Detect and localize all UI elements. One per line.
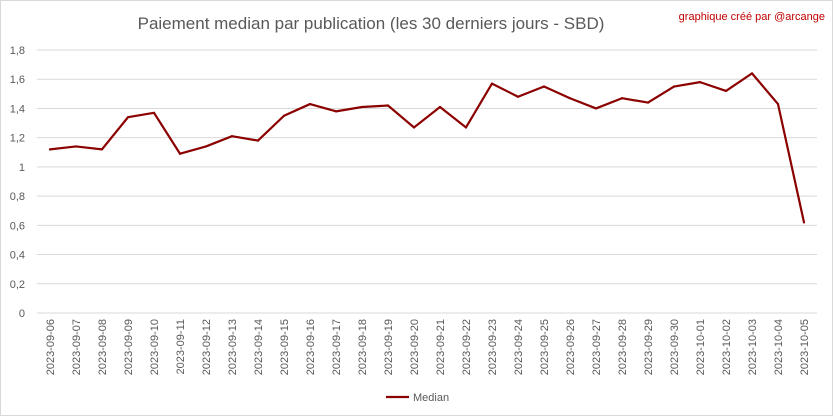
x-tick-label: 2023-09-25 — [539, 319, 551, 375]
x-tick-label: 2023-09-20 — [409, 319, 421, 375]
x-tick-label: 2023-09-08 — [97, 319, 109, 375]
data-point — [750, 72, 754, 75]
x-tick-label: 2023-09-14 — [253, 319, 265, 375]
x-tick-label: 2023-09-13 — [227, 319, 239, 375]
x-tick-label: 2023-09-21 — [435, 319, 447, 375]
data-point — [724, 89, 728, 93]
x-tick-label: 2023-10-02 — [721, 319, 733, 375]
data-point — [178, 152, 182, 155]
data-point — [490, 82, 494, 85]
data-point — [334, 110, 338, 113]
x-tick-label: 2023-09-17 — [331, 319, 343, 375]
x-tick-label: 2023-09-07 — [71, 319, 83, 375]
y-tick-label: 1,6 — [10, 74, 25, 86]
chart-title: Paiement median par publication (les 30 … — [138, 14, 605, 33]
x-tick-label: 2023-10-01 — [695, 319, 707, 375]
x-tick-label: 2023-09-28 — [617, 319, 629, 375]
data-point — [672, 85, 676, 88]
x-tick-label: 2023-09-26 — [565, 319, 577, 375]
legend-label: Median — [413, 392, 449, 404]
x-tick-label: 2023-09-16 — [305, 319, 317, 375]
data-point — [308, 102, 312, 106]
data-point — [386, 104, 390, 107]
data-point — [594, 107, 598, 110]
x-tick-label: 2023-10-05 — [799, 319, 811, 375]
y-tick-label: 0,6 — [10, 220, 25, 232]
x-tick-label: 2023-09-30 — [669, 319, 681, 375]
data-point — [516, 95, 520, 98]
data-point — [360, 105, 364, 109]
x-tick-label: 2023-09-11 — [175, 319, 187, 374]
x-tick-label: 2023-09-18 — [357, 319, 369, 375]
x-tick-label: 2023-09-09 — [123, 319, 135, 375]
data-point — [568, 97, 572, 100]
x-tick-label: 2023-09-06 — [45, 319, 57, 375]
series-line-median — [49, 72, 806, 223]
y-tick-label: 1 — [19, 162, 25, 174]
y-tick-label: 1,4 — [10, 103, 25, 115]
x-tick-label: 2023-10-04 — [773, 319, 785, 375]
data-point — [282, 114, 286, 117]
data-point — [802, 221, 806, 224]
y-tick-label: 0,8 — [10, 191, 25, 203]
data-point — [412, 126, 416, 129]
data-point — [542, 85, 546, 88]
y-tick-label: 0,2 — [10, 279, 25, 291]
data-point — [126, 116, 130, 119]
x-tick-label: 2023-09-23 — [487, 319, 499, 375]
data-point — [646, 101, 650, 104]
x-tick-label: 2023-09-10 — [149, 319, 161, 375]
data-point — [152, 111, 156, 114]
data-point — [74, 145, 78, 148]
data-point — [48, 148, 52, 151]
data-point — [438, 105, 442, 109]
data-point — [464, 126, 468, 129]
data-point — [230, 135, 234, 138]
data-point — [698, 81, 702, 84]
data-point — [256, 139, 260, 142]
x-tick-label: 2023-09-12 — [201, 319, 213, 375]
data-point — [100, 148, 104, 151]
data-point — [204, 145, 208, 148]
x-tick-label: 2023-09-22 — [461, 319, 473, 375]
y-tick-label: 0 — [19, 308, 25, 320]
x-tick-label: 2023-09-19 — [383, 319, 395, 375]
y-tick-label: 0,4 — [10, 250, 25, 262]
data-point — [620, 97, 624, 100]
x-tick-label: 2023-10-03 — [747, 319, 759, 375]
data-point — [776, 102, 780, 106]
chart-annotation: graphique créé par @arcange — [679, 11, 825, 23]
x-tick-label: 2023-09-15 — [279, 319, 291, 375]
x-tick-label: 2023-09-29 — [643, 319, 655, 375]
y-tick-label: 1,2 — [10, 133, 25, 145]
y-tick-label: 1,8 — [10, 45, 25, 57]
x-tick-label: 2023-09-24 — [513, 319, 525, 375]
x-tick-label: 2023-09-27 — [591, 319, 603, 375]
